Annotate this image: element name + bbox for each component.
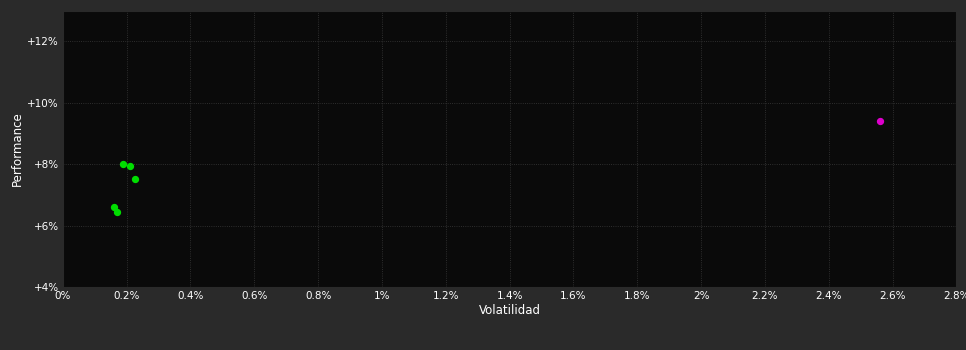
Y-axis label: Performance: Performance — [11, 111, 24, 186]
Point — [116, 161, 131, 167]
Point — [872, 118, 888, 124]
Point — [109, 209, 125, 215]
Point — [106, 204, 122, 210]
X-axis label: Volatilidad: Volatilidad — [478, 304, 541, 317]
Point — [127, 177, 142, 182]
Point — [122, 163, 137, 168]
